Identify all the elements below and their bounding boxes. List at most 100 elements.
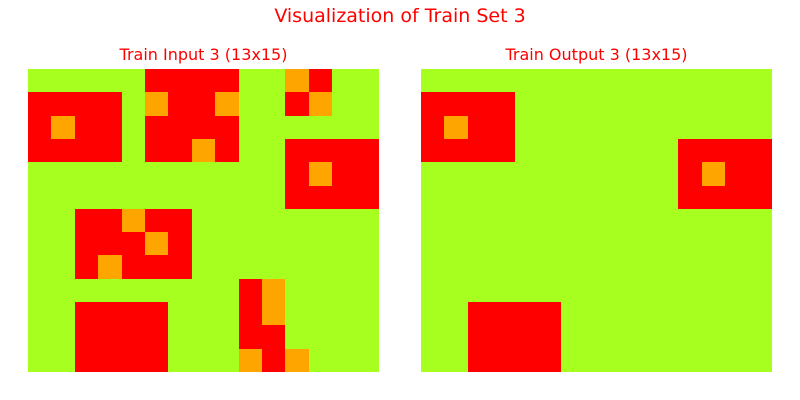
grid-cell	[355, 232, 379, 256]
grid-cell	[514, 278, 538, 303]
grid-cell	[514, 302, 538, 326]
grid-cell	[421, 92, 445, 116]
grid-cell	[561, 92, 585, 116]
grid-cell	[74, 115, 99, 139]
grid-cell	[168, 69, 192, 93]
grid-cell	[168, 185, 192, 209]
grid-cell	[748, 255, 772, 279]
grid-cell	[631, 325, 655, 349]
grid-cell	[631, 92, 655, 116]
grid-cell	[238, 255, 262, 279]
grid-cell	[608, 278, 632, 303]
grid-cell	[51, 115, 75, 139]
grid-cell	[701, 278, 726, 303]
grid-cell	[51, 232, 75, 256]
grid-cell	[308, 255, 333, 279]
grid-cell	[355, 255, 379, 279]
grid-cell	[261, 92, 286, 116]
grid-cell	[355, 208, 379, 233]
grid-cell	[631, 255, 655, 279]
grid-cell	[491, 348, 515, 372]
grid-cell	[748, 92, 772, 116]
grid-cell	[332, 115, 356, 139]
grid-cell	[725, 232, 749, 256]
grid-cell	[491, 325, 515, 349]
grid-cell	[748, 115, 772, 139]
grid-cell	[584, 115, 609, 139]
grid-cell	[491, 232, 515, 256]
grid-cell	[355, 69, 379, 93]
grid-cell	[467, 232, 492, 256]
grid-cell	[74, 162, 99, 186]
grid-cell	[308, 348, 333, 372]
grid-cell	[748, 232, 772, 256]
grid-cell	[701, 302, 726, 326]
grid-cell	[74, 138, 99, 163]
grid-cell	[491, 208, 515, 233]
grid-cell	[261, 69, 286, 93]
grid-cell	[261, 325, 286, 349]
grid-cell	[421, 208, 445, 233]
grid-cell	[168, 278, 192, 303]
grid-cell	[332, 302, 356, 326]
grid-cell	[285, 69, 309, 93]
grid-cell	[238, 208, 262, 233]
grid-cell	[355, 162, 379, 186]
grid-cell	[561, 348, 585, 372]
grid-cell	[701, 162, 726, 186]
grid-cell	[725, 92, 749, 116]
grid-cell	[631, 185, 655, 209]
grid-cell	[51, 69, 75, 93]
grid-cell	[355, 278, 379, 303]
grid-cell	[444, 278, 468, 303]
grid-cell	[584, 92, 609, 116]
grid-cell	[238, 232, 262, 256]
grid-cell	[678, 185, 702, 209]
grid-cell	[308, 278, 333, 303]
grid-cell	[238, 348, 262, 372]
grid-cell	[701, 69, 726, 93]
grid-cell	[98, 92, 122, 116]
grid-cell	[51, 92, 75, 116]
grid-cell	[584, 138, 609, 163]
grid-cell	[701, 115, 726, 139]
grid-cell	[537, 325, 562, 349]
grid-cell	[285, 278, 309, 303]
grid-cell	[748, 208, 772, 233]
grid-cell	[51, 325, 75, 349]
grid-cell	[491, 138, 515, 163]
grid-cell	[28, 232, 52, 256]
grid-cell	[51, 278, 75, 303]
grid-cell	[332, 325, 356, 349]
grid-cell	[28, 162, 52, 186]
grid-cell	[678, 278, 702, 303]
grid-cell	[467, 278, 492, 303]
grid-cell	[654, 348, 679, 372]
grid-cell	[144, 255, 169, 279]
grid-cell	[98, 348, 122, 372]
grid-cell	[537, 302, 562, 326]
grid-cell	[74, 185, 99, 209]
grid-cell	[215, 115, 239, 139]
grid-cell	[98, 115, 122, 139]
grid-cell	[215, 255, 239, 279]
grid-cell	[355, 138, 379, 163]
grid-cell	[444, 325, 468, 349]
grid-cell	[28, 115, 52, 139]
grid-cell	[168, 302, 192, 326]
grid-cell	[678, 208, 702, 233]
grid-cell	[444, 348, 468, 372]
grid-cell	[238, 162, 262, 186]
grid-cell	[584, 69, 609, 93]
grid-cell	[308, 325, 333, 349]
grid-cell	[608, 325, 632, 349]
grid-cell	[725, 115, 749, 139]
grid-cell	[144, 115, 169, 139]
grid-cell	[191, 325, 216, 349]
grid-cell	[748, 69, 772, 93]
grid-cell	[537, 115, 562, 139]
grid-cell	[51, 162, 75, 186]
grid-cell	[654, 325, 679, 349]
grid-cell	[421, 232, 445, 256]
grid-cell	[748, 185, 772, 209]
